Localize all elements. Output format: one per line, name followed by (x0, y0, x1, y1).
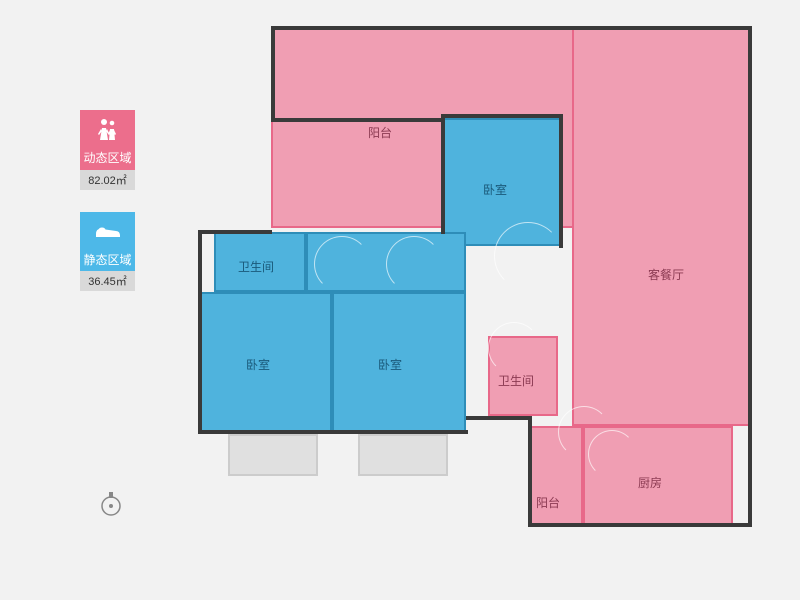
room-label-kitchen: 厨房 (638, 474, 662, 491)
legend-static: 静态区域 36.45㎡ (80, 212, 135, 292)
wall-segment (466, 416, 532, 420)
people-icon (80, 110, 135, 148)
bed-icon (80, 212, 135, 250)
wall-segment (528, 416, 532, 526)
room-label-bedroom_top: 卧室 (483, 181, 507, 198)
wall-segment (212, 230, 272, 234)
room-label-bathroom_right: 卫生间 (498, 372, 534, 389)
room-front_left (228, 434, 318, 476)
legend-dynamic-label: 动态区域 (80, 148, 135, 170)
room-front_right (358, 434, 448, 476)
wall-segment (441, 114, 563, 118)
legend-dynamic-value: 82.02㎡ (80, 170, 135, 190)
door-arc (494, 222, 562, 290)
compass-icon (97, 490, 125, 518)
room-living (572, 26, 752, 426)
legend-static-value: 36.45㎡ (80, 271, 135, 291)
floorplan: 阳台客餐厅卧室卫生间卧室卧室卫生间阳台厨房 (198, 26, 752, 566)
wall-segment (198, 230, 202, 434)
room-label-balcony_top: 阳台 (368, 124, 392, 141)
wall-segment (748, 26, 752, 526)
wall-segment (198, 430, 468, 434)
wall-segment (441, 114, 445, 234)
legend: 动态区域 82.02㎡ 静态区域 36.45㎡ (80, 110, 135, 313)
room-label-bedroom_left: 卧室 (246, 356, 270, 373)
legend-static-label: 静态区域 (80, 250, 135, 272)
room-label-bathroom_left: 卫生间 (238, 258, 274, 275)
wall-segment (271, 26, 752, 30)
room-label-bedroom_mid: 卧室 (378, 356, 402, 373)
wall-segment (528, 523, 752, 527)
room-label-living: 客餐厅 (648, 266, 684, 283)
wall-segment (271, 118, 445, 122)
wall-segment (271, 26, 275, 121)
room-label-balcony_small: 阳台 (536, 494, 560, 511)
wall-segment (559, 114, 563, 248)
legend-dynamic: 动态区域 82.02㎡ (80, 110, 135, 190)
